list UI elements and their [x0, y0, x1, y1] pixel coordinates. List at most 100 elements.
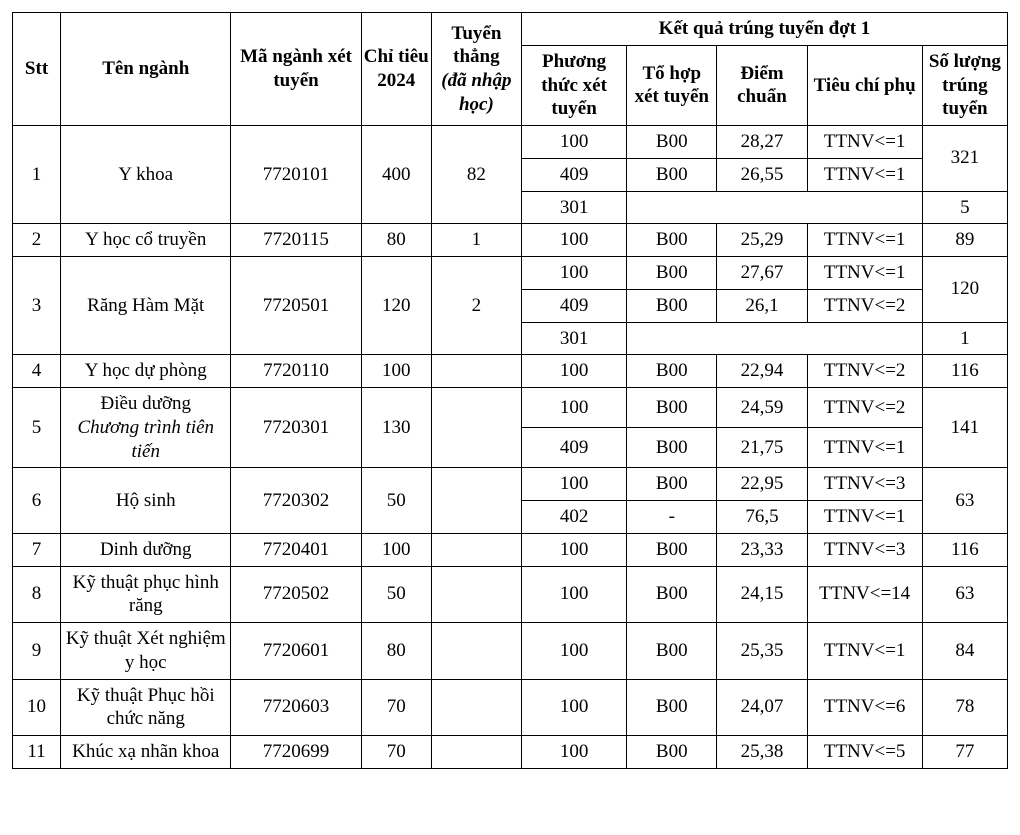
cell-sl: 141 [922, 388, 1007, 468]
cell-chi: 120 [361, 257, 431, 355]
header-so-luong: Số lượng trúng tuyển [922, 45, 1007, 125]
cell-tc: TTNV<=1 [807, 158, 922, 191]
cell-th: B00 [627, 468, 717, 501]
cell-stt: 3 [13, 257, 61, 355]
cell-tc: TTNV<=1 [807, 428, 922, 468]
cell-pt: 100 [521, 533, 626, 566]
cell-diem: 22,95 [717, 468, 807, 501]
cell-pt: 100 [521, 257, 626, 290]
cell-ma: 7720301 [231, 388, 361, 468]
table-row: 9 Kỹ thuật Xét nghiệm y học 7720601 80 1… [13, 623, 1008, 680]
cell-sl: 63 [922, 468, 1007, 534]
cell-sl: 84 [922, 623, 1007, 680]
table-row: 8 Kỹ thuật phục hình răng 7720502 50 100… [13, 566, 1008, 623]
cell-diem: 25,38 [717, 736, 807, 769]
cell-ma: 7720501 [231, 257, 361, 355]
cell-chi: 400 [361, 126, 431, 224]
cell-diem: 24,59 [717, 388, 807, 428]
cell-tc: TTNV<=1 [807, 126, 922, 159]
cell-pt: 301 [521, 322, 626, 355]
header-tuyen-thang-main: Tuyển thẳng [451, 23, 501, 68]
cell-ma: 7720115 [231, 224, 361, 257]
cell-chi: 70 [361, 679, 431, 736]
cell-ma: 7720302 [231, 468, 361, 534]
table-row: 5 Điều dưỡng Chương trình tiên tiến 7720… [13, 388, 1008, 428]
cell-pt: 100 [521, 388, 626, 428]
cell-tc: TTNV<=1 [807, 224, 922, 257]
cell-tc: TTNV<=5 [807, 736, 922, 769]
table-row: 4 Y học dự phòng 7720110 100 100 B00 22,… [13, 355, 1008, 388]
cell-chi: 80 [361, 224, 431, 257]
cell-diem: 25,35 [717, 623, 807, 680]
cell-tt [431, 566, 521, 623]
cell-ten: Y khoa [61, 126, 231, 224]
cell-tc: TTNV<=2 [807, 388, 922, 428]
cell-ten: Răng Hàm Mặt [61, 257, 231, 355]
cell-th: B00 [627, 126, 717, 159]
header-phuong-thuc: Phương thức xét tuyển [521, 45, 626, 125]
cell-tc: TTNV<=3 [807, 468, 922, 501]
cell-ma: 7720603 [231, 679, 361, 736]
cell-chi: 50 [361, 468, 431, 534]
cell-tc: TTNV<=2 [807, 355, 922, 388]
cell-blank [627, 191, 923, 224]
header-ten-nganh: Tên ngành [61, 13, 231, 126]
cell-ten: Hộ sinh [61, 468, 231, 534]
cell-diem: 24,15 [717, 566, 807, 623]
cell-ten: Y học cổ truyền [61, 224, 231, 257]
cell-tt [431, 679, 521, 736]
cell-th: B00 [627, 158, 717, 191]
table-row: 10 Kỹ thuật Phục hồi chức năng 7720603 7… [13, 679, 1008, 736]
cell-chi: 70 [361, 736, 431, 769]
table-row: 1 Y khoa 7720101 400 82 100 B00 28,27 TT… [13, 126, 1008, 159]
cell-sl: 89 [922, 224, 1007, 257]
cell-ten: Kỹ thuật phục hình răng [61, 566, 231, 623]
cell-chi: 80 [361, 623, 431, 680]
cell-stt: 2 [13, 224, 61, 257]
header-tieu-chi: Tiêu chí phụ [807, 45, 922, 125]
cell-tt [431, 468, 521, 534]
cell-stt: 10 [13, 679, 61, 736]
cell-ten: Điều dưỡng Chương trình tiên tiến [61, 388, 231, 468]
cell-pt: 100 [521, 355, 626, 388]
cell-th: B00 [627, 224, 717, 257]
cell-stt: 5 [13, 388, 61, 468]
cell-pt: 100 [521, 468, 626, 501]
cell-tc: TTNV<=6 [807, 679, 922, 736]
table-row: 3 Răng Hàm Mặt 7720501 120 2 100 B00 27,… [13, 257, 1008, 290]
cell-diem: 23,33 [717, 533, 807, 566]
cell-diem: 24,07 [717, 679, 807, 736]
cell-pt: 100 [521, 623, 626, 680]
header-diem-chuan: Điểm chuẩn [717, 45, 807, 125]
header-ket-qua: Kết quả trúng tuyển đợt 1 [521, 13, 1007, 46]
cell-ma: 7720110 [231, 355, 361, 388]
cell-diem: 26,1 [717, 289, 807, 322]
cell-ma: 7720401 [231, 533, 361, 566]
header-stt: Stt [13, 13, 61, 126]
cell-tc: TTNV<=14 [807, 566, 922, 623]
cell-sl: 116 [922, 355, 1007, 388]
cell-ten: Dinh dưỡng [61, 533, 231, 566]
cell-pt: 100 [521, 126, 626, 159]
cell-pt: 301 [521, 191, 626, 224]
cell-th: B00 [627, 736, 717, 769]
cell-diem: 22,94 [717, 355, 807, 388]
cell-blank [627, 322, 923, 355]
cell-tt [431, 388, 521, 468]
cell-diem: 21,75 [717, 428, 807, 468]
table-row: 11 Khúc xạ nhãn khoa 7720699 70 100 B00 … [13, 736, 1008, 769]
cell-sl: 321 [922, 126, 1007, 192]
cell-ten: Kỹ thuật Phục hồi chức năng [61, 679, 231, 736]
cell-tc: TTNV<=2 [807, 289, 922, 322]
cell-chi: 100 [361, 533, 431, 566]
cell-th: - [627, 501, 717, 534]
cell-ma: 7720101 [231, 126, 361, 224]
cell-ten: Kỹ thuật Xét nghiệm y học [61, 623, 231, 680]
cell-chi: 100 [361, 355, 431, 388]
header-chi-tieu: Chỉ tiêu 2024 [361, 13, 431, 126]
cell-pt: 100 [521, 679, 626, 736]
cell-tt: 2 [431, 257, 521, 355]
cell-chi: 130 [361, 388, 431, 468]
admission-table: Stt Tên ngành Mã ngành xét tuyển Chỉ tiê… [12, 12, 1008, 769]
cell-tt [431, 355, 521, 388]
